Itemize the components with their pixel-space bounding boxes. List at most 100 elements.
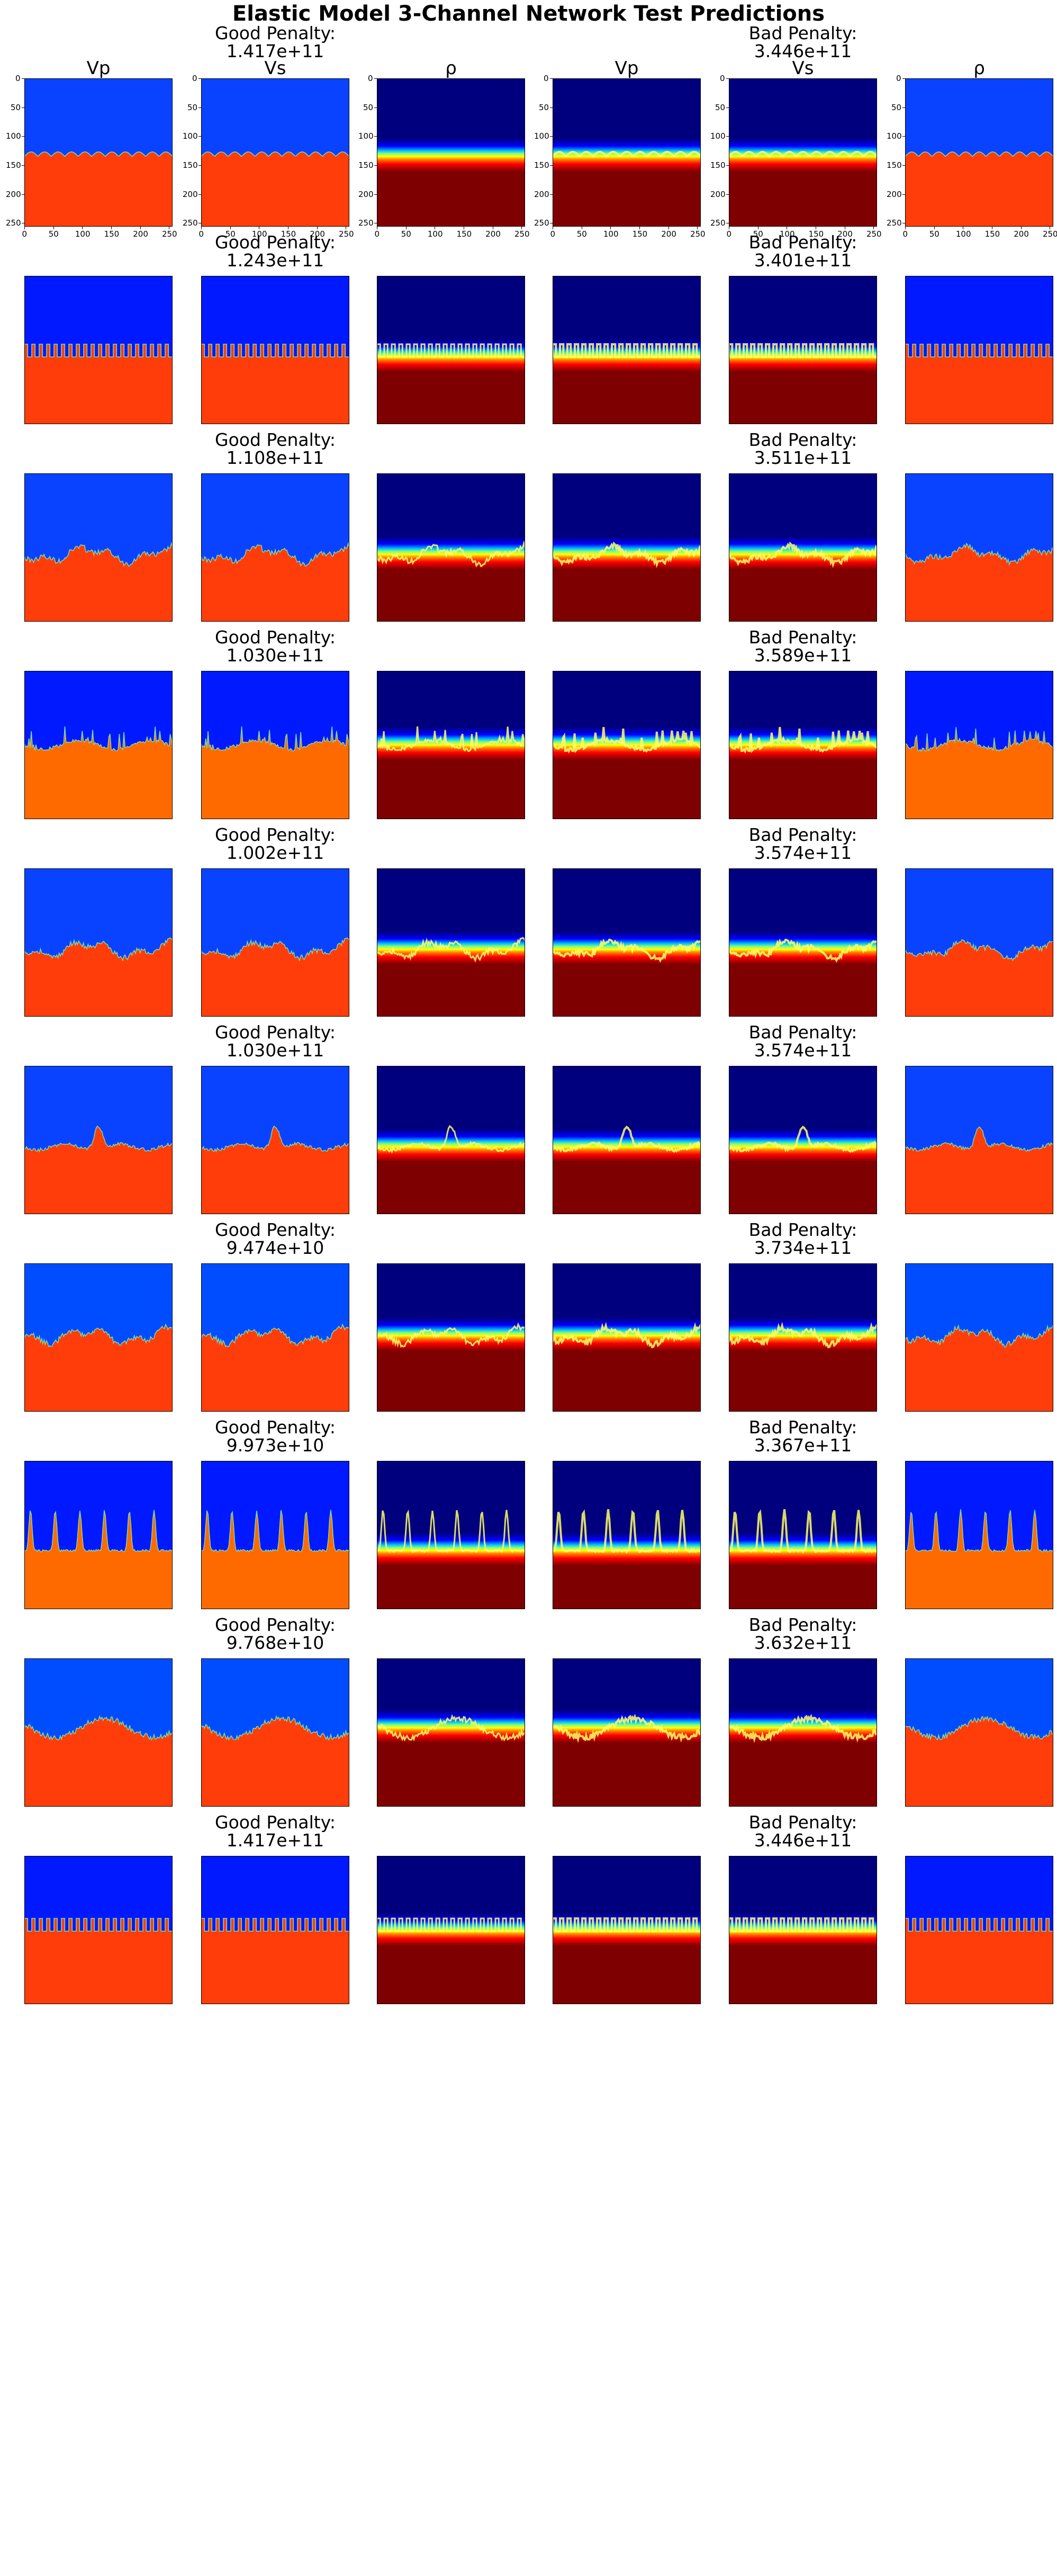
heatmap-panel [553,868,701,1017]
y-tick-mark [902,194,905,195]
lower-layer [201,542,349,622]
density-field [729,1658,877,1807]
x-tick-mark [1020,227,1022,229]
heatmap-panel [553,1856,701,2004]
y-tick-mark [198,194,201,195]
heatmap-Vp-row-10 [24,1856,173,2004]
good-penalty-caption: Good Penalty: [215,23,336,43]
y-tick-mark [726,107,729,108]
heatmap-panel [905,276,1053,424]
heatmap-Vp-row-9 [553,1658,701,1807]
density-interface [377,937,525,963]
heatmap-ρ-row-3 [905,473,1053,622]
x-tick-label: 200 [485,229,501,239]
lower-layer [201,726,349,819]
y-tick-label: 250 [887,218,902,228]
x-tick-mark [610,227,611,229]
lower-layer [24,1918,173,2004]
y-tick-mark [726,165,729,166]
heatmap-Vp-row-4 [24,671,173,819]
density-interface [377,1714,525,1742]
heatmap-panel [553,276,701,424]
density-field [729,473,877,622]
y-tick-mark [22,136,24,137]
heatmap-panel [24,1461,173,1609]
bad-penalty-value: 3.632e+11 [754,1632,852,1653]
good-penalty-label: Good Penalty: 1.030e+11 [191,1024,360,1060]
column-title-6: ρ [973,58,985,79]
bad-penalty-caption: Bad Penalty: [748,1812,857,1833]
x-tick-label: 250 [338,229,354,239]
x-tick-label: 150 [456,229,472,239]
lower-layer [24,542,173,622]
good-penalty-caption: Good Penalty: [215,1812,336,1833]
heatmap-Vs-row-1 [201,78,349,227]
heatmap-panel [553,1658,701,1807]
x-tick-label: 200 [837,229,853,239]
x-tick-mark [82,227,83,229]
density-interface [377,1125,525,1154]
density-interface [729,1125,877,1153]
bad-penalty-label: Bad Penalty: 3.367e+11 [718,1419,888,1455]
heatmap-panel [377,473,525,622]
heatmap-panel [553,78,701,227]
heatmap-ρ-row-2 [377,276,525,424]
y-tick-label: 150 [6,160,21,170]
y-tick-mark [198,165,201,166]
heatmap-panel [553,671,701,819]
x-tick-label: 250 [161,229,177,239]
density-interface [729,938,877,963]
y-tick-mark [550,78,553,79]
good-penalty-value: 1.030e+11 [226,645,324,666]
x-tick-label: 50 [753,229,763,239]
y-tick-label: 200 [358,189,374,199]
y-tick-label: 0 [192,74,197,83]
lower-layer [905,1126,1053,1214]
density-interface [377,726,525,752]
x-tick-mark [201,227,202,229]
y-tick-label: 100 [710,131,726,141]
bad-penalty-label: Bad Penalty: 3.511e+11 [718,431,888,467]
heatmap-Vp-row-3 [553,473,701,622]
x-tick-mark [668,227,669,229]
heatmap-ρ-row-1 [905,78,1053,227]
x-tick-label: 200 [661,229,676,239]
heatmap-ρ-row-7 [905,1263,1053,1412]
density-interface [729,541,877,568]
density-field [553,1658,701,1807]
heatmap-panel [24,1263,173,1412]
y-tick-mark [374,107,377,108]
heatmap-ρ-row-5 [905,868,1053,1017]
lower-layer [201,1323,349,1412]
y-tick-label: 100 [183,131,198,141]
density-interface [553,1509,701,1554]
bad-penalty-label: Bad Penalty: 3.589e+11 [718,629,888,665]
y-tick-label: 250 [183,218,198,228]
bad-penalty-caption: Bad Penalty: [748,1022,857,1043]
good-penalty-caption: Good Penalty: [215,1614,336,1635]
heatmap-Vs-row-5 [729,868,877,1017]
heatmap-panel [377,868,525,1017]
y-tick-label: 200 [887,189,902,199]
heatmap-Vs-row-4 [201,671,349,819]
x-tick-label: 50 [929,229,939,239]
heatmap-Vp-row-6 [553,1066,701,1214]
heatmap-ρ-row-6 [905,1066,1053,1214]
bad-penalty-label: Bad Penalty: 3.734e+11 [718,1221,888,1257]
bad-penalty-label: Bad Penalty: 3.574e+11 [718,826,888,862]
heatmap-panel [24,1658,173,1807]
heatmap-Vs-row-9 [729,1658,877,1807]
lower-layer [905,1715,1053,1807]
bad-penalty-label: Bad Penalty: 3.446e+11 [718,1814,888,1850]
heatmap-panel [201,78,349,227]
column-title-5: Vs [792,58,814,79]
y-tick-label: 100 [358,131,374,141]
lower-layer [24,726,173,819]
y-tick-label: 0 [720,74,725,83]
x-tick-mark [521,227,522,229]
x-tick-mark [24,227,25,229]
heatmap-panel [905,1066,1053,1214]
lower-layer [24,151,173,227]
good-penalty-caption: Good Penalty: [215,824,336,845]
y-tick-mark [902,78,905,79]
